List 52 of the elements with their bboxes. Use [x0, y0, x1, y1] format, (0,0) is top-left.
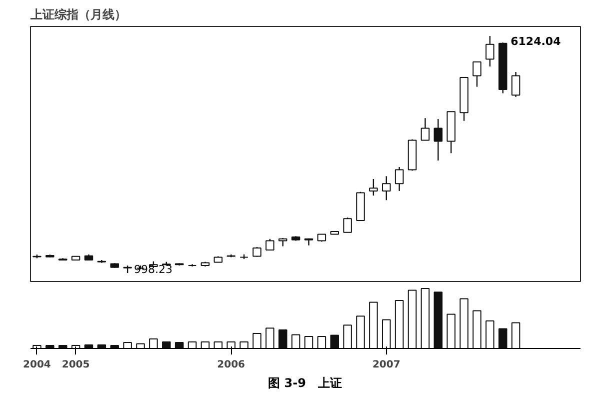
candlestick: [486, 35, 494, 68]
x-tick-label: 2007: [372, 360, 400, 370]
annotation: 6124.04: [510, 34, 562, 48]
bar: [369, 302, 378, 348]
candlestick: [369, 178, 378, 196]
candlestick: [394, 166, 404, 192]
bar: [188, 341, 197, 348]
bar: [200, 341, 210, 348]
bar: [149, 338, 158, 348]
bar: [278, 329, 288, 348]
caption: 图 3-9 上证: [268, 375, 342, 392]
candlestick: [434, 118, 443, 162]
candlestick: [304, 238, 314, 246]
annotation: 998.23: [134, 263, 173, 276]
bar: [252, 333, 262, 348]
bar: [162, 341, 171, 348]
bar: [136, 343, 145, 348]
candlestick: [382, 176, 391, 201]
bar: [420, 288, 430, 348]
bar: [110, 345, 119, 348]
bar: [330, 334, 339, 348]
bar: [498, 328, 508, 348]
bar: [511, 322, 520, 348]
bar: [266, 328, 274, 348]
bar: [174, 342, 184, 348]
bar: [343, 324, 352, 348]
chart-title: 上证综指（月线）: [30, 8, 126, 22]
bar: [434, 292, 443, 348]
bar: [408, 290, 417, 348]
bar: [317, 336, 326, 348]
bar: [486, 320, 494, 348]
bar: [356, 316, 365, 348]
bar: [291, 334, 300, 348]
bar: [446, 314, 456, 348]
bar: [240, 341, 248, 348]
bar: [304, 336, 314, 348]
x-tick-label: 2004: [23, 360, 51, 370]
candlestick: [511, 71, 520, 98]
candlestick: [343, 216, 352, 234]
bar: [123, 342, 132, 348]
bar: [226, 341, 236, 348]
candlestick: [472, 61, 482, 88]
bar: [472, 310, 482, 348]
bar: [394, 300, 404, 348]
candlestick: [420, 118, 430, 141]
x-tick-label: 2005: [62, 360, 90, 370]
bar: [460, 298, 468, 348]
candlestick: [266, 238, 274, 251]
candlestick: [252, 246, 262, 258]
x-tick-label: 2006: [217, 360, 246, 370]
bar: [382, 319, 391, 348]
bar: [214, 341, 223, 348]
